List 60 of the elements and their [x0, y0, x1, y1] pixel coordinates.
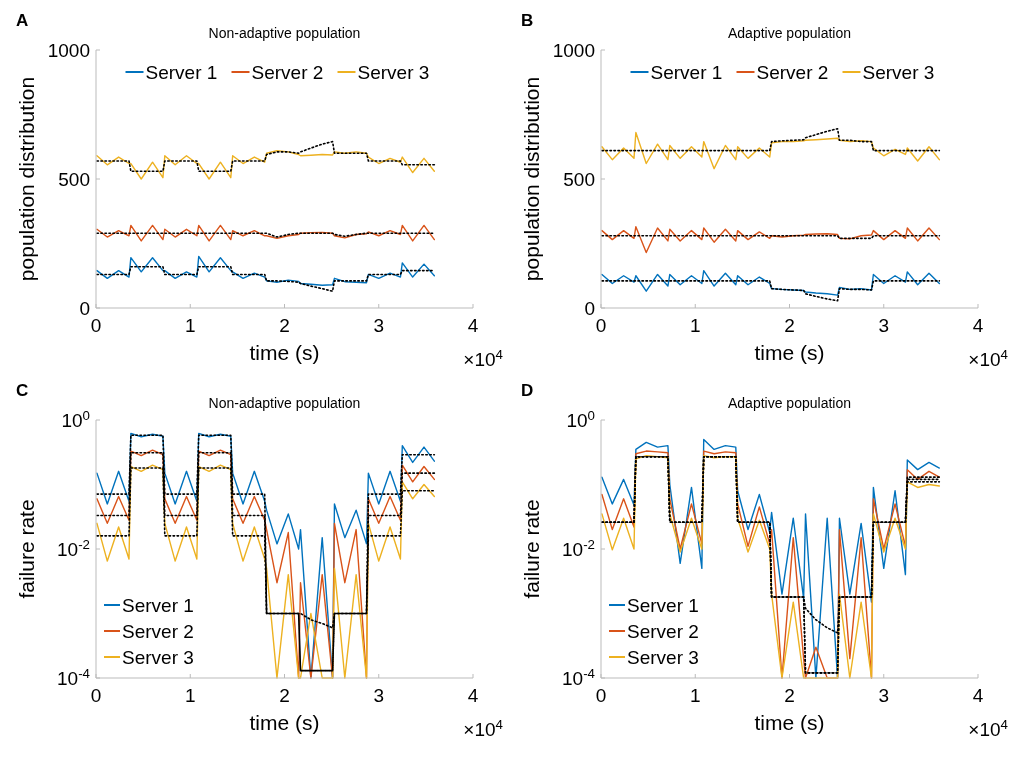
legend-label: Server 3 [862, 62, 935, 83]
legend-label: Server 3 [627, 647, 699, 668]
x-axis-title: time (s) [754, 711, 825, 734]
text: ×10$^{4}$ [463, 716, 503, 740]
y-tick-label: 1000 [47, 40, 90, 61]
y-tick-label: 10$^{0}$ [566, 407, 595, 431]
y-tick-label: 10$^{-2}$ [562, 536, 595, 560]
x-tick-label: 2 [279, 315, 290, 336]
x-tick-label: 2 [784, 315, 795, 336]
x-tick-label: 1 [689, 685, 701, 706]
legend-label: Server 2 [251, 62, 324, 83]
text: ×10$^{4}$ [968, 716, 1008, 740]
x-tick-label: 4 [467, 315, 479, 336]
legend-label: Server 1 [122, 595, 194, 616]
x-tick-label: 1 [184, 685, 196, 706]
text: C [16, 381, 29, 400]
legend-label: Server 3 [122, 647, 194, 668]
legend-label: Server 1 [627, 595, 699, 616]
legend-label: Server 2 [627, 621, 699, 642]
x-axis-title: time (s) [249, 711, 320, 734]
y-tick-label: 10$^{-2}$ [57, 536, 90, 560]
legend-label: Server 1 [650, 62, 723, 83]
y-tick-label: 10$^{-4}$ [57, 665, 90, 689]
text: D [521, 381, 534, 400]
legend-label: Server 3 [357, 62, 430, 83]
legend-label: Server 1 [145, 62, 218, 83]
y-axis-title: population distribution [15, 76, 38, 282]
text: ×10$^{4}$ [968, 346, 1008, 370]
x-tick-label: 1 [184, 315, 196, 336]
y-axis-title: failure rate [15, 499, 38, 599]
text: ×10$^{4}$ [463, 346, 503, 370]
legend-label: Server 2 [122, 621, 194, 642]
y-tick-label: 0 [79, 298, 90, 319]
x-tick-label: 3 [373, 315, 385, 336]
y-tick-label: 1000 [552, 40, 595, 61]
x-tick-label: 4 [972, 315, 984, 336]
y-tick-label: 500 [58, 169, 90, 190]
y-axis-title: population distribution [520, 76, 543, 282]
chart-title: Adaptive population [728, 395, 851, 411]
x-tick-label: 4 [467, 685, 479, 706]
x-tick-label: 1 [689, 315, 701, 336]
chart-title: Non-adaptive population [208, 25, 361, 41]
x-tick-label: 3 [878, 685, 890, 706]
legend-label: Server 2 [756, 62, 829, 83]
x-tick-label: 2 [279, 685, 290, 706]
y-axis-title: failure rate [520, 499, 543, 599]
chart-title: Adaptive population [728, 25, 851, 41]
text: B [521, 11, 534, 30]
chart-title: Non-adaptive population [208, 395, 361, 411]
x-axis-title: time (s) [754, 341, 825, 364]
y-tick-label: 10$^{-4}$ [562, 665, 595, 689]
x-tick-label: 3 [878, 315, 890, 336]
y-tick-label: 500 [563, 169, 595, 190]
y-tick-label: 0 [584, 298, 595, 319]
x-axis-title: time (s) [249, 341, 320, 364]
x-tick-label: 2 [784, 685, 795, 706]
text: A [16, 11, 29, 30]
x-tick-label: 3 [373, 685, 385, 706]
y-tick-label: 10$^{0}$ [61, 407, 90, 431]
x-tick-label: 4 [972, 685, 984, 706]
